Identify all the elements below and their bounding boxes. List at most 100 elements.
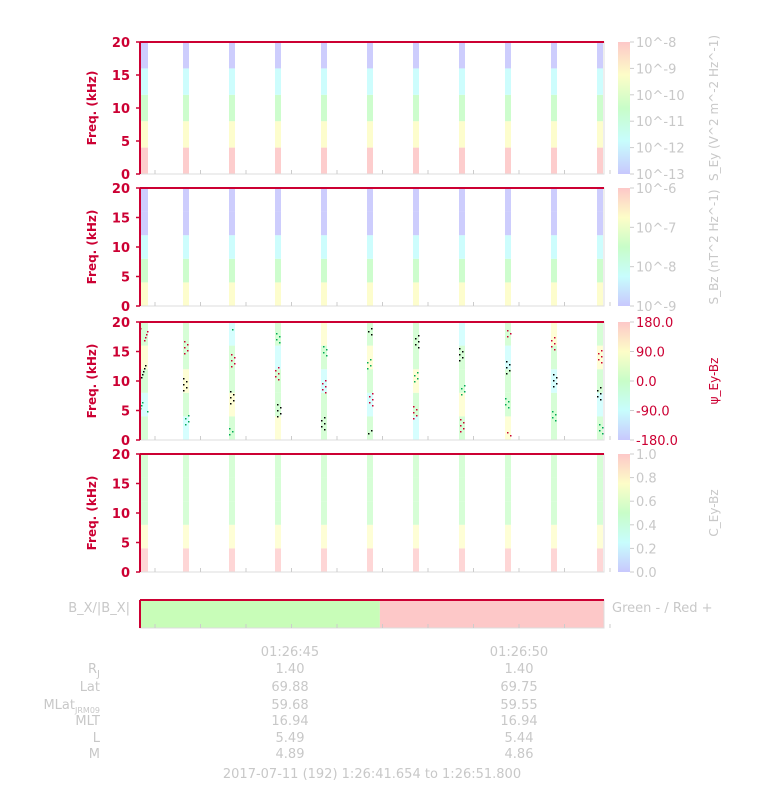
phase-dot xyxy=(459,354,461,356)
burst-column xyxy=(367,454,373,572)
phase-dot xyxy=(597,396,599,398)
burst-cell xyxy=(551,258,557,283)
colorbar-tick-label: -90.0 xyxy=(636,405,670,420)
phase-dot xyxy=(276,339,278,341)
phase-dot xyxy=(460,425,462,427)
burst-cell xyxy=(413,235,419,259)
y-tick-label: 20 xyxy=(112,448,130,463)
burst-cell xyxy=(275,188,281,212)
phase-dot xyxy=(462,351,464,353)
ephem-value-mlat: 59.68 xyxy=(271,698,308,713)
y-tick-label: 0 xyxy=(121,566,130,581)
phase-dot xyxy=(229,428,231,430)
burst-cell xyxy=(140,548,148,572)
burst-column xyxy=(229,188,235,306)
phase-dot xyxy=(507,330,509,332)
y-tick-label: 0 xyxy=(121,300,130,315)
burst-cell xyxy=(459,477,465,502)
burst-column xyxy=(183,454,189,572)
burst-cell xyxy=(229,68,235,95)
phase-dot xyxy=(602,427,604,429)
burst-column xyxy=(183,42,189,174)
y-tick-label: 20 xyxy=(112,182,130,197)
phase-dot xyxy=(367,368,369,370)
phase-dot xyxy=(184,353,186,355)
ephem-label-r: RJ xyxy=(88,662,100,680)
burst-cell xyxy=(367,416,373,440)
phase-dot xyxy=(551,346,553,348)
burst-cell xyxy=(140,147,148,174)
phase-dot xyxy=(231,354,233,356)
spectrogram-panel-4: 0 5 10 15 20 Freq. (kHz) 1.0 0.8 0.6 0.4 0.2 0.0 C_E… xyxy=(85,448,721,581)
phase-dot xyxy=(506,361,508,363)
burst-cell xyxy=(505,322,511,346)
burst-cell xyxy=(413,42,419,69)
burst-cell xyxy=(275,147,281,174)
phase-dot xyxy=(231,366,233,368)
burst-cell xyxy=(229,211,235,236)
y-axis-label: Freq. (kHz) xyxy=(85,344,99,419)
burst-cell xyxy=(505,345,511,370)
burst-cell xyxy=(413,121,419,148)
phase-dot xyxy=(601,350,603,352)
burst-cell xyxy=(229,322,235,346)
burst-cell xyxy=(551,235,557,259)
burst-cell xyxy=(275,524,281,549)
burst-cell xyxy=(597,392,603,417)
burst-column xyxy=(367,42,373,174)
colorbar-tick-label: 10^-11 xyxy=(636,115,685,130)
burst-cell xyxy=(183,524,189,549)
burst-cell xyxy=(140,42,148,69)
burst-cell xyxy=(413,94,419,122)
burst-column xyxy=(459,42,465,174)
phase-dot xyxy=(417,378,419,380)
burst-cell xyxy=(459,42,465,69)
colorbar xyxy=(618,322,630,440)
burst-cell xyxy=(367,369,373,393)
burst-cell xyxy=(321,454,327,478)
colorbar-tick-label: 10^-7 xyxy=(636,221,676,236)
phase-dot xyxy=(601,362,603,364)
phase-dot xyxy=(602,433,604,435)
burst-cell xyxy=(367,42,373,69)
burst-cell xyxy=(505,416,511,440)
phase-dot xyxy=(234,357,236,359)
burst-cell xyxy=(459,322,465,346)
phase-dot xyxy=(233,394,235,396)
burst-cell xyxy=(551,147,557,174)
burst-cell xyxy=(505,42,511,69)
phase-dot xyxy=(188,421,190,423)
burst-column xyxy=(505,454,511,572)
burst-cell xyxy=(275,322,281,346)
phase-dot xyxy=(554,337,556,339)
phase-dot xyxy=(556,377,558,379)
burst-cell xyxy=(367,258,373,283)
y-tick-label: 10 xyxy=(112,375,130,390)
burst-column xyxy=(140,322,149,440)
phase-dot xyxy=(552,417,554,419)
colorbar-tick-label: 10^-13 xyxy=(636,168,685,183)
burst-cell xyxy=(183,548,189,572)
burst-cell xyxy=(413,211,419,236)
burst-cell xyxy=(183,454,189,478)
phase-dot xyxy=(372,405,374,407)
phase-dot xyxy=(551,340,553,342)
burst-cell xyxy=(367,501,373,525)
phase-dot xyxy=(230,397,232,399)
burst-cell xyxy=(275,258,281,283)
burst-cell xyxy=(140,345,148,370)
burst-cell xyxy=(275,68,281,95)
burst-cell xyxy=(551,524,557,549)
colorbar-tick-label: 10^-12 xyxy=(636,142,685,157)
burst-cell xyxy=(597,235,603,259)
phase-dot xyxy=(555,414,557,416)
bx-legend: Green - / Red + xyxy=(612,601,713,616)
burst-cell xyxy=(551,188,557,212)
phase-dot xyxy=(185,424,187,426)
burst-column xyxy=(140,42,148,174)
burst-cell xyxy=(140,282,148,306)
colorbar-tick-label: 1.0 xyxy=(636,448,657,463)
phase-dot xyxy=(275,370,277,372)
burst-column xyxy=(183,188,189,306)
